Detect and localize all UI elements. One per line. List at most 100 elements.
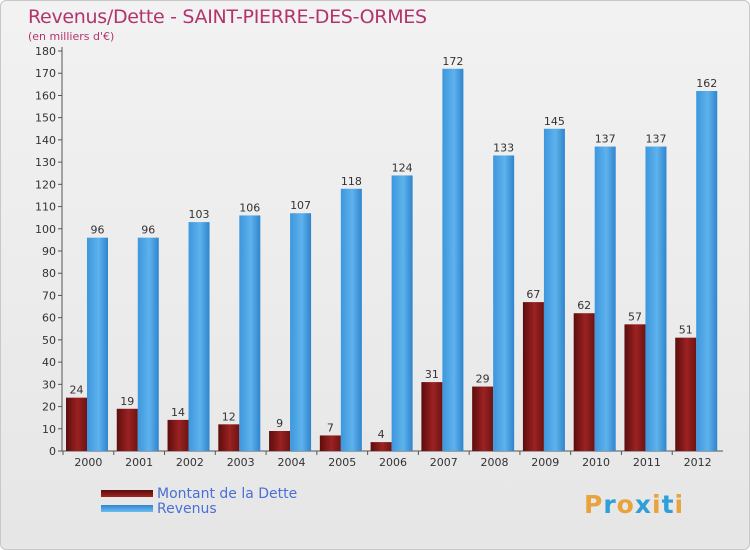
legend: Montant de la Dette Revenus (101, 486, 331, 518)
data-label-debt: 12 (222, 410, 236, 423)
bar-revenus (696, 91, 718, 451)
legend-label-revenus: Revenus (157, 501, 217, 517)
bar-revenus (645, 146, 667, 452)
x-tick-label: 2009 (531, 456, 559, 469)
y-tick-label: 50 (42, 334, 56, 347)
data-label-debt: 14 (171, 406, 185, 419)
y-tick-label: 160 (35, 89, 56, 102)
data-label-debt: 29 (476, 373, 490, 386)
bar-debt (522, 302, 544, 451)
data-label-debt: 62 (577, 299, 591, 312)
bar-debt (269, 431, 291, 451)
y-tick-label: 130 (35, 156, 56, 169)
x-tick-label: 2000 (74, 456, 102, 469)
y-tick-label: 150 (35, 112, 56, 125)
x-tick-label: 2003 (227, 456, 255, 469)
logo-letter: t (661, 490, 675, 519)
bar-revenus (87, 237, 108, 451)
data-label-revenus: 137 (595, 133, 616, 146)
logo-letter: o (616, 490, 635, 519)
logo-letter: P (584, 490, 604, 519)
data-label-revenus: 145 (544, 115, 565, 128)
bar-revenus (442, 68, 464, 452)
chart-title: Revenus/Dette - SAINT-PIERRE-DES-ORMES (28, 6, 427, 28)
data-label-debt: 4 (378, 428, 385, 441)
logo-letter: x (634, 490, 652, 519)
bar-debt (116, 408, 138, 451)
data-label-revenus: 124 (392, 161, 413, 174)
data-label-debt: 7 (327, 421, 334, 434)
y-tick-label: 90 (42, 245, 56, 258)
bar-revenus (340, 188, 362, 451)
y-tick-label: 70 (42, 289, 56, 302)
x-tick-label: 2001 (125, 456, 153, 469)
y-tick-label: 40 (42, 356, 56, 369)
logo-letter: i (674, 490, 685, 519)
bar-debt (319, 435, 341, 451)
legend-item-revenus: Revenus (101, 501, 331, 518)
data-label-revenus: 103 (189, 208, 210, 221)
y-tick-label: 120 (35, 178, 56, 191)
bar-revenus (543, 128, 565, 451)
data-label-revenus: 137 (645, 133, 666, 146)
legend-label-dette: Montant de la Dette (157, 486, 298, 502)
bar-revenus (188, 222, 210, 451)
data-label-debt: 51 (679, 324, 693, 337)
y-tick-label: 170 (35, 67, 56, 80)
logo-letter: i (652, 490, 662, 519)
y-tick-label: 30 (42, 378, 56, 391)
x-tick-label: 2011 (633, 456, 661, 469)
data-label-debt: 31 (425, 368, 439, 381)
data-label-debt: 24 (70, 384, 84, 397)
data-label-revenus: 133 (493, 141, 514, 154)
y-tick-label: 140 (35, 134, 56, 147)
data-label-debt: 67 (526, 288, 540, 301)
bar-chart: 0 10 20 30 40 50 60 70 80 90 100 110 120 130 140 150 160… (35, 45, 723, 469)
bar-debt (573, 313, 595, 451)
legend-item-dette: Montant de la Dette (101, 486, 331, 503)
data-label-revenus: 96 (91, 224, 105, 237)
bar-debt (370, 442, 392, 451)
data-label-revenus: 172 (442, 55, 463, 68)
bar-debt (167, 419, 189, 451)
bar-revenus (493, 155, 515, 451)
bar-debt (472, 386, 494, 451)
bar-debt (421, 382, 443, 451)
bar-debt (675, 337, 697, 451)
logo-letter: r (603, 490, 617, 519)
data-label-debt: 9 (276, 417, 283, 430)
x-tick-label: 2012 (684, 456, 712, 469)
chart-subtitle: (en milliers d'€) (28, 30, 115, 43)
bar-debt (218, 424, 240, 451)
y-tick-label: 180 (35, 45, 56, 58)
y-tick-label: 80 (42, 267, 56, 280)
y-tick-label: 110 (35, 201, 56, 214)
proxiti-logo: Proxiti (584, 490, 684, 519)
x-tick-label: 2006 (379, 456, 407, 469)
y-tick-label: 0 (49, 445, 56, 458)
data-label-debt: 57 (628, 310, 642, 323)
bar-revenus (594, 146, 616, 452)
x-tick-label: 2005 (328, 456, 356, 469)
bar-revenus (239, 215, 261, 451)
x-tick-label: 2010 (582, 456, 610, 469)
bar-debt (624, 324, 646, 451)
x-tick-label: 2008 (481, 456, 509, 469)
data-label-revenus: 106 (239, 201, 260, 214)
y-tick-label: 60 (42, 312, 56, 325)
y-tick-label: 20 (42, 401, 56, 414)
x-tick-label: 2004 (277, 456, 305, 469)
bar-revenus (391, 175, 413, 451)
legend-swatch-dette (101, 490, 153, 497)
x-tick-label: 2002 (176, 456, 204, 469)
bar-debt (66, 397, 87, 451)
bar-revenus (290, 213, 312, 451)
legend-swatch-revenus (101, 505, 153, 512)
data-label-revenus: 107 (290, 199, 311, 212)
data-label-revenus: 118 (341, 175, 362, 188)
data-label-revenus: 96 (141, 224, 155, 237)
data-label-revenus: 162 (696, 77, 717, 90)
y-tick-label: 100 (35, 223, 56, 236)
data-label-debt: 19 (120, 395, 134, 408)
